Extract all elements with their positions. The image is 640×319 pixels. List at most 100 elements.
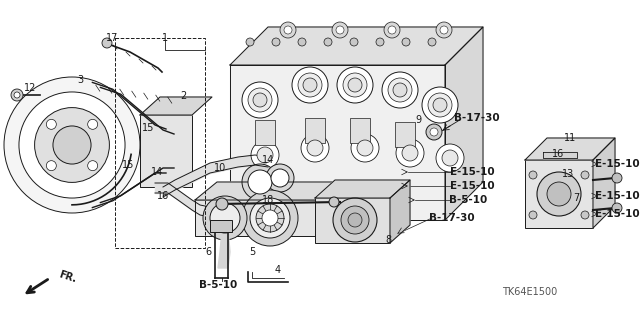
- Circle shape: [272, 38, 280, 46]
- Text: 16: 16: [552, 149, 564, 159]
- Text: 15: 15: [122, 160, 134, 170]
- Text: TK64E1500: TK64E1500: [502, 287, 557, 297]
- Circle shape: [248, 88, 272, 112]
- Circle shape: [393, 83, 407, 97]
- Circle shape: [242, 164, 278, 200]
- Bar: [525, 160, 593, 228]
- Polygon shape: [195, 182, 362, 200]
- Text: 8: 8: [385, 235, 391, 245]
- Circle shape: [402, 145, 418, 161]
- Circle shape: [333, 198, 377, 242]
- Circle shape: [388, 78, 412, 102]
- Text: 14: 14: [151, 167, 163, 177]
- Circle shape: [388, 26, 396, 34]
- Bar: [115, 38, 205, 248]
- Bar: [350, 118, 370, 143]
- Bar: [395, 122, 415, 147]
- Text: 18: 18: [262, 195, 274, 205]
- Circle shape: [422, 87, 458, 123]
- Bar: [210, 220, 232, 232]
- Circle shape: [292, 67, 328, 103]
- Circle shape: [433, 98, 447, 112]
- Text: FR.: FR.: [58, 270, 78, 285]
- Text: E-15-10: E-15-10: [450, 181, 494, 191]
- Circle shape: [280, 22, 296, 38]
- Circle shape: [253, 93, 267, 107]
- Text: E-15-10: E-15-10: [450, 167, 494, 177]
- Circle shape: [88, 119, 98, 129]
- Polygon shape: [140, 97, 212, 115]
- Polygon shape: [593, 138, 615, 228]
- Bar: [305, 118, 325, 143]
- Circle shape: [529, 171, 537, 179]
- Circle shape: [210, 203, 240, 233]
- Circle shape: [256, 204, 284, 232]
- Circle shape: [428, 38, 436, 46]
- Circle shape: [537, 172, 581, 216]
- Circle shape: [529, 211, 537, 219]
- Polygon shape: [445, 27, 483, 220]
- Text: 3: 3: [77, 75, 83, 85]
- Text: 6: 6: [205, 247, 211, 257]
- Circle shape: [257, 147, 273, 163]
- Text: E-15-10: E-15-10: [595, 159, 639, 169]
- Circle shape: [329, 197, 339, 207]
- Text: B-5-10: B-5-10: [199, 280, 237, 290]
- Text: 7: 7: [573, 193, 579, 203]
- Polygon shape: [543, 152, 577, 158]
- Circle shape: [337, 67, 373, 103]
- Text: 17: 17: [106, 33, 118, 43]
- Circle shape: [11, 89, 23, 101]
- Circle shape: [341, 206, 369, 234]
- Circle shape: [250, 198, 290, 238]
- Circle shape: [298, 38, 306, 46]
- Circle shape: [303, 78, 317, 92]
- Circle shape: [396, 139, 424, 167]
- Circle shape: [271, 169, 289, 187]
- Text: 12: 12: [24, 83, 36, 93]
- Bar: [315, 198, 390, 243]
- Circle shape: [428, 93, 452, 117]
- Bar: [255, 120, 275, 145]
- Text: E-15-10: E-15-10: [595, 209, 639, 219]
- Circle shape: [612, 203, 622, 213]
- Text: B-5-10: B-5-10: [449, 195, 487, 205]
- Text: B-17-30: B-17-30: [429, 213, 475, 223]
- Circle shape: [246, 38, 254, 46]
- Circle shape: [332, 22, 348, 38]
- Circle shape: [46, 119, 56, 129]
- Circle shape: [301, 134, 329, 162]
- Polygon shape: [315, 180, 410, 198]
- Circle shape: [436, 22, 452, 38]
- Circle shape: [357, 140, 373, 156]
- Text: 10: 10: [214, 163, 226, 173]
- Circle shape: [348, 78, 362, 92]
- Bar: [140, 115, 192, 187]
- Circle shape: [351, 134, 379, 162]
- Text: 4: 4: [275, 265, 281, 275]
- Circle shape: [242, 190, 298, 246]
- Text: 1: 1: [162, 33, 168, 43]
- Circle shape: [336, 26, 344, 34]
- Text: 13: 13: [562, 169, 574, 179]
- Circle shape: [53, 126, 91, 164]
- Circle shape: [376, 38, 384, 46]
- Text: 2: 2: [180, 91, 186, 101]
- Circle shape: [266, 164, 294, 192]
- Circle shape: [102, 38, 112, 48]
- Text: 11: 11: [564, 133, 576, 143]
- Circle shape: [612, 173, 622, 183]
- Circle shape: [547, 182, 571, 206]
- Circle shape: [242, 82, 278, 118]
- Circle shape: [440, 26, 448, 34]
- Circle shape: [298, 73, 322, 97]
- Circle shape: [307, 140, 323, 156]
- Circle shape: [581, 171, 589, 179]
- Circle shape: [203, 196, 247, 240]
- Circle shape: [442, 150, 458, 166]
- Text: B-17-30: B-17-30: [454, 113, 500, 123]
- Circle shape: [248, 170, 272, 194]
- Circle shape: [382, 72, 418, 108]
- Circle shape: [262, 210, 278, 226]
- Polygon shape: [390, 180, 410, 243]
